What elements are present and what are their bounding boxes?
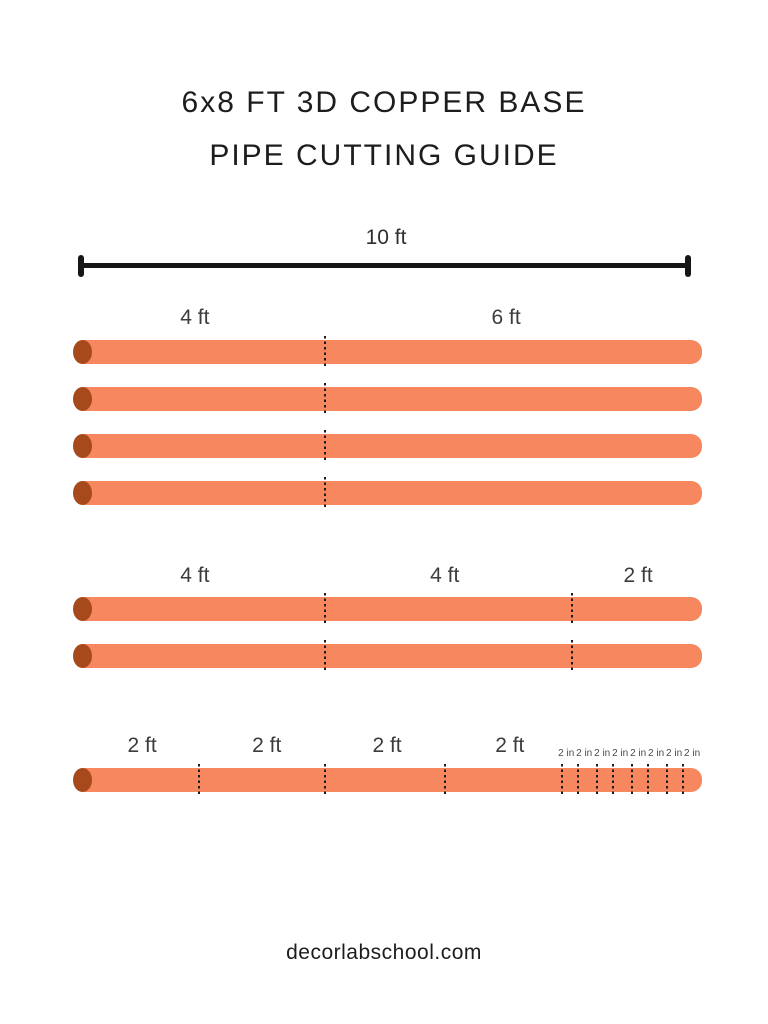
- segment-length-label: 2 ft: [127, 734, 157, 757]
- segment-length-label: 2 ft: [252, 734, 282, 757]
- copper-pipe: [82, 644, 702, 668]
- segment-length-label: 2 in: [630, 748, 647, 759]
- segment-length-label: 4 ft: [180, 306, 210, 329]
- pipe-end-cap: [72, 340, 92, 364]
- dotted-cut-mark: [324, 383, 327, 415]
- dotted-cut-mark: [681, 764, 684, 796]
- copper-pipe: [82, 597, 702, 621]
- pipe-end-cap: [72, 387, 92, 411]
- dotted-cut-mark: [324, 336, 327, 368]
- ruler-right-end-cap: [685, 255, 691, 277]
- segment-length-label: 4 ft: [430, 564, 460, 587]
- segment-length-label: 2 in: [684, 748, 701, 759]
- segment-length-label: 6 ft: [491, 306, 521, 329]
- dotted-cut-mark: [647, 764, 650, 796]
- segment-length-label: 2 in: [594, 748, 611, 759]
- dotted-cut-mark: [577, 764, 579, 796]
- pipe-end-cap: [72, 434, 92, 458]
- pipe-end-cap: [72, 644, 92, 668]
- ruler-line: [81, 263, 691, 268]
- copper-pipe: [82, 481, 702, 505]
- segment-length-label: 2 ft: [495, 734, 525, 757]
- dotted-cut-mark: [324, 764, 327, 796]
- dotted-cut-mark: [324, 640, 327, 672]
- dotted-cut-mark: [666, 764, 669, 796]
- dotted-cut-mark: [611, 764, 614, 796]
- dotted-cut-mark: [570, 593, 573, 625]
- copper-pipe: [82, 768, 702, 792]
- page-title-line-1: 6x8 FT 3D COPPER BASE: [181, 86, 587, 119]
- dotted-cut-mark: [570, 640, 573, 672]
- segment-length-label: 2 in: [558, 748, 575, 759]
- copper-pipe: [82, 340, 702, 364]
- segment-length-label: 2 in: [612, 748, 629, 759]
- dotted-cut-mark: [560, 764, 563, 796]
- dotted-cut-mark: [630, 764, 633, 796]
- ruler-total-length-label: 10 ft: [365, 226, 407, 249]
- segment-length-label: 2 in: [648, 748, 665, 759]
- dotted-cut-mark: [443, 764, 446, 796]
- segment-length-label: 2 in: [666, 748, 683, 759]
- segment-length-label: 4 ft: [180, 564, 210, 587]
- ruler-left-end-cap: [78, 255, 84, 277]
- dotted-cut-mark: [324, 430, 327, 462]
- pipe-end-cap: [72, 481, 92, 505]
- segment-length-label: 2 in: [576, 748, 593, 759]
- copper-pipe: [82, 387, 702, 411]
- dotted-cut-mark: [324, 477, 327, 509]
- page-title-line-2: PIPE CUTTING GUIDE: [209, 139, 559, 172]
- dotted-cut-mark: [198, 764, 201, 796]
- dotted-cut-mark: [324, 593, 327, 625]
- segment-length-label: 2 ft: [623, 564, 653, 587]
- dotted-cut-mark: [595, 764, 598, 796]
- pipe-end-cap: [72, 768, 92, 792]
- page-title: 6x8 FT 3D COPPER BASE PIPE CUTTING GUIDE: [0, 76, 768, 182]
- segment-length-label: 2 ft: [372, 734, 402, 757]
- website-footer: decorlabschool.com: [286, 941, 482, 964]
- pipe-end-cap: [72, 597, 92, 621]
- copper-pipe: [82, 434, 702, 458]
